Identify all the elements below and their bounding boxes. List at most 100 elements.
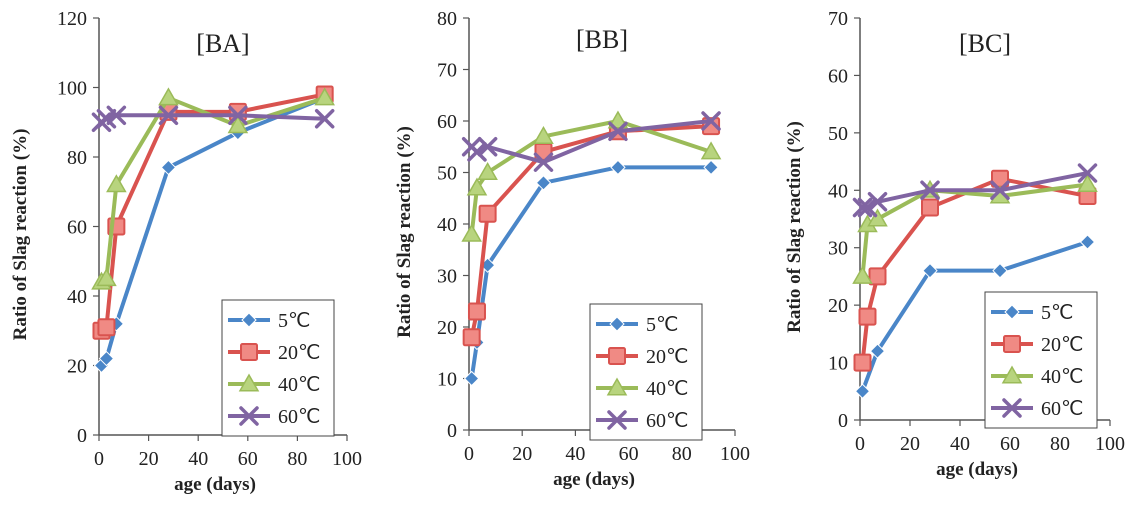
data-point-x-marker	[701, 111, 721, 131]
y-tick-label: 70	[828, 8, 848, 30]
data-point-x-marker	[158, 105, 179, 126]
y-tick-label: 20	[67, 356, 87, 378]
data-point-diamond-marker	[703, 159, 719, 176]
x-axis-label: age (days)	[936, 459, 1018, 480]
data-point-triangle-marker	[607, 110, 629, 129]
data-point-triangle-marker	[1077, 174, 1098, 193]
series-2	[92, 85, 334, 340]
x-tick-label: 80	[1050, 433, 1070, 455]
legend-label: 60℃	[278, 406, 320, 428]
data-point-triangle-marker	[227, 115, 249, 134]
legend-box	[984, 291, 1098, 429]
legend-item: 20℃	[596, 346, 688, 368]
chart-title: [BC]	[959, 29, 1011, 58]
legend-item: 40℃	[991, 365, 1083, 388]
data-point-square-marker	[858, 307, 877, 326]
data-point-triangle-marker	[700, 141, 722, 160]
legend-triangle-marker	[238, 373, 260, 392]
legend-item: 5℃	[991, 302, 1073, 324]
y-tick-label: 10	[828, 353, 848, 375]
x-tick-label: 0	[94, 448, 104, 470]
data-point-diamond-marker	[922, 262, 938, 279]
legend-item: 5℃	[228, 310, 310, 332]
series-4	[91, 105, 335, 132]
legend-square-marker	[1003, 335, 1021, 353]
legend-item: 60℃	[596, 410, 688, 432]
data-point-triangle-marker	[96, 268, 117, 287]
legend-label: 5℃	[646, 314, 678, 336]
legend-item: 40℃	[596, 377, 688, 400]
data-point-x-marker	[1077, 163, 1098, 183]
legend-diamond-marker	[241, 312, 257, 328]
x-marker-stroke	[228, 105, 248, 126]
legend-label: 60℃	[646, 410, 688, 432]
legend-item: 60℃	[991, 398, 1083, 420]
data-point-triangle-marker	[867, 208, 888, 227]
x-marker-stroke	[314, 109, 335, 129]
x-marker-stroke	[239, 406, 259, 426]
legend-label: 5℃	[1041, 302, 1073, 324]
data-point-x-marker	[852, 197, 873, 218]
y-tick-label: 20	[828, 295, 848, 317]
x-tick-label: 20	[512, 443, 532, 465]
data-point-x-marker	[990, 180, 1010, 201]
x-tick-label: 40	[950, 433, 970, 455]
y-tick-label: 50	[437, 163, 457, 185]
data-point-triangle-marker	[314, 87, 335, 106]
series-line	[860, 182, 1088, 277]
data-point-diamond-marker	[463, 370, 480, 387]
y-tick-label: 40	[828, 180, 848, 202]
x-axis-label: age (days)	[553, 469, 635, 490]
y-axis-label: Ratio of Slag reaction (%)	[10, 129, 31, 341]
x-marker-stroke	[852, 197, 873, 218]
data-point-triangle-marker	[533, 125, 554, 144]
legend-label: 5℃	[278, 310, 310, 332]
x-tick-label: 20	[139, 448, 159, 470]
legend-diamond-marker	[1004, 304, 1020, 320]
data-point-diamond-marker	[869, 343, 886, 359]
series-4	[852, 163, 1098, 218]
data-point-diamond-marker	[98, 350, 115, 367]
data-point-square-marker	[478, 204, 497, 223]
y-tick-label: 120	[57, 8, 87, 30]
data-point-triangle-marker	[477, 161, 498, 180]
data-point-triangle-marker	[106, 174, 127, 193]
legend-square-marker	[240, 343, 258, 361]
y-tick-label: 0	[838, 410, 848, 432]
legend-x-marker	[607, 410, 627, 430]
y-axis-label: Ratio of Slag reaction (%)	[394, 126, 415, 338]
legend-label: 20℃	[646, 346, 688, 368]
data-point-triangle-marker	[852, 265, 873, 284]
x-tick-label: 0	[464, 443, 474, 465]
data-point-square-marker	[462, 328, 481, 347]
legend-label: 40℃	[278, 374, 320, 396]
chart-title: [BA]	[196, 29, 249, 58]
legend-square-marker	[608, 347, 626, 365]
x-marker-stroke	[477, 137, 498, 157]
data-point-x-marker	[96, 109, 117, 129]
data-point-square-marker	[97, 318, 116, 337]
legend-label: 20℃	[1041, 334, 1083, 356]
x-tick-label: 60	[238, 448, 258, 470]
series-line	[100, 92, 326, 333]
data-point-triangle-marker	[461, 223, 482, 242]
x-tick-label: 0	[855, 433, 865, 455]
x-tick-label: 20	[900, 433, 920, 455]
series-3	[461, 110, 722, 242]
x-marker-stroke	[1077, 163, 1098, 183]
x-tick-label: 40	[188, 448, 208, 470]
legend: 5℃ 20℃ 40℃ 60℃	[221, 299, 335, 437]
x-marker-stroke	[990, 180, 1010, 201]
y-tick-label: 40	[437, 214, 457, 236]
x-marker-stroke	[607, 410, 627, 430]
data-point-x-marker	[228, 105, 248, 126]
legend-diamond-marker	[609, 316, 625, 332]
data-point-x-marker	[867, 192, 888, 212]
legend-item: 20℃	[228, 342, 320, 364]
legend-label: 40℃	[646, 378, 688, 400]
y-tick-label: 60	[67, 217, 87, 239]
y-tick-label: 100	[57, 78, 87, 100]
x-axis-label: age (days)	[174, 474, 256, 495]
x-marker-stroke	[1002, 398, 1022, 418]
